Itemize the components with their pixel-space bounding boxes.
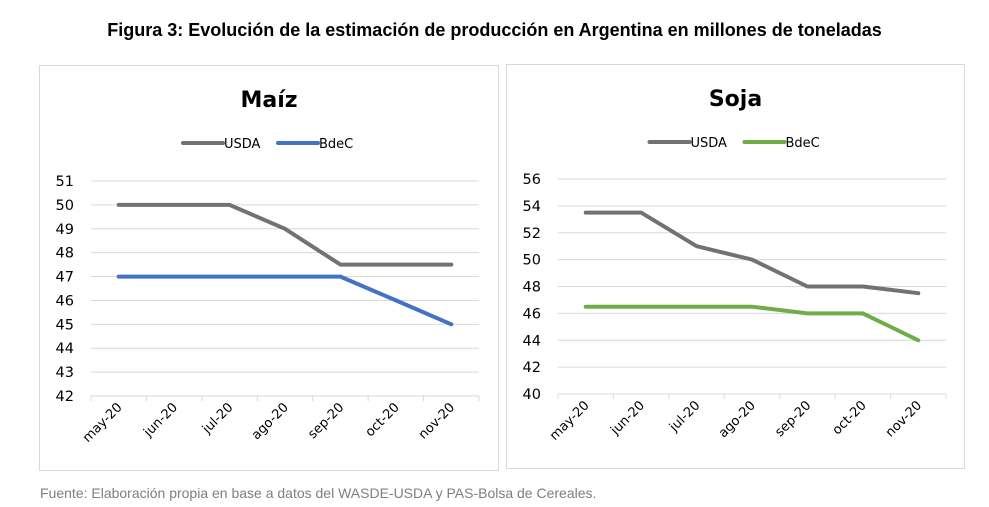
legend-label-bdec: BdeC <box>319 137 353 152</box>
y-tick-label: 50 <box>56 198 74 214</box>
x-category-label: ago-20 <box>716 398 759 441</box>
y-tick-label: 44 <box>56 341 74 357</box>
chart-title: Soja <box>709 87 762 112</box>
chart-soja: Soja USDA BdeC 40 42 44 46 48 50 52 54 56 may-20 jun-… <box>523 87 947 444</box>
y-tick-label: 43 <box>56 365 74 381</box>
chart-maiz: Maíz USDA BdeC 42 43 44 45 46 47 48 49 50 51 may-20 ju… <box>56 88 480 446</box>
y-tick-label: 50 <box>523 253 541 269</box>
y-tick-label: 51 <box>56 174 74 190</box>
y-tick-label: 46 <box>56 293 74 309</box>
x-category-label: jun-20 <box>140 400 181 441</box>
x-category-label: jun-20 <box>607 398 648 439</box>
x-category-label: sep-20 <box>772 398 814 440</box>
y-tick-label: 46 <box>523 306 541 322</box>
figure-title: Figura 3: Evolución de la estimación de … <box>107 20 882 40</box>
legend-label-usda: USDA <box>224 137 261 152</box>
y-tick-label: 44 <box>523 333 541 349</box>
y-tick-label: 40 <box>523 387 541 403</box>
y-tick-label: 48 <box>56 246 74 262</box>
series-line-bdec <box>116 274 454 327</box>
x-category-label: jul-20 <box>666 398 703 435</box>
y-tick-label: 48 <box>523 280 541 296</box>
y-tick-label: 45 <box>56 317 74 333</box>
chart-panel-soja: Soja USDA BdeC 40 42 44 46 48 50 52 54 56 may-20 jun-… <box>506 64 965 469</box>
x-category-label: may-20 <box>80 400 125 445</box>
series-line-usda <box>116 202 454 267</box>
series-line-usda <box>583 210 921 296</box>
figure-source: Fuente: Elaboración propia en base a dat… <box>40 485 597 501</box>
legend-label-bdec: BdeC <box>786 136 820 151</box>
y-tick-label: 54 <box>523 199 541 215</box>
x-category-label: oct-20 <box>363 400 403 440</box>
x-category-label: sep-20 <box>305 400 347 442</box>
x-category-label: nov-20 <box>416 400 458 442</box>
y-tick-label: 47 <box>56 270 74 286</box>
series-line-bdec <box>583 304 921 343</box>
y-tick-label: 52 <box>523 226 541 242</box>
x-category-label: oct-20 <box>830 398 870 438</box>
y-tick-label: 56 <box>523 172 541 188</box>
x-category-label: jul-20 <box>199 400 236 437</box>
legend-label-usda: USDA <box>691 136 728 151</box>
chart-panel-maiz: Maíz USDA BdeC 42 43 44 45 46 47 48 49 50 51 may-20 ju… <box>39 65 499 471</box>
chart-title: Maíz <box>240 88 297 113</box>
y-tick-label: 42 <box>56 389 74 405</box>
x-category-label: nov-20 <box>883 398 925 440</box>
x-category-label: may-20 <box>547 398 592 443</box>
y-tick-label: 42 <box>523 360 541 376</box>
x-category-label: ago-20 <box>249 400 292 443</box>
y-tick-label: 49 <box>56 222 74 238</box>
